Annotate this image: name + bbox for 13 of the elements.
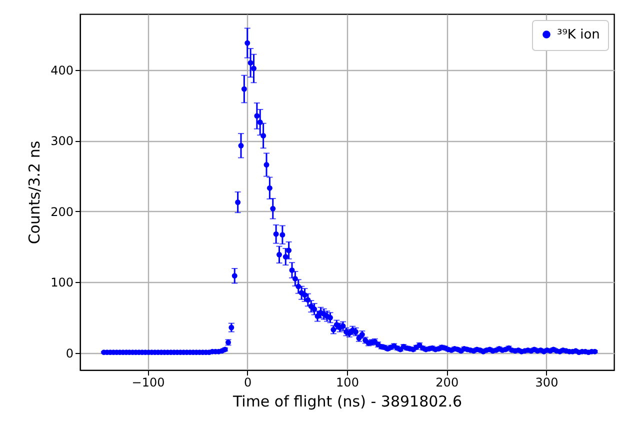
x-axis-title: Time of flight (ns) - 3891802.6 — [232, 392, 462, 410]
y-tick-label: 300 — [50, 134, 74, 148]
y-tick-label: 0 — [66, 346, 74, 361]
x-tick-label: 300 — [535, 376, 558, 390]
y-tick-label: 100 — [50, 276, 74, 290]
x-tick-label: 200 — [436, 376, 459, 390]
y-axis-title: Counts/3.2 ns — [26, 140, 44, 244]
y-tick-label: 400 — [50, 63, 74, 78]
x-tick-label: 100 — [336, 376, 359, 390]
legend-label: ³⁹K ion — [557, 28, 600, 42]
y-tick-label: 200 — [50, 204, 74, 219]
x-tick-label: −100 — [132, 376, 165, 390]
x-tick-label: 0 — [244, 376, 252, 390]
